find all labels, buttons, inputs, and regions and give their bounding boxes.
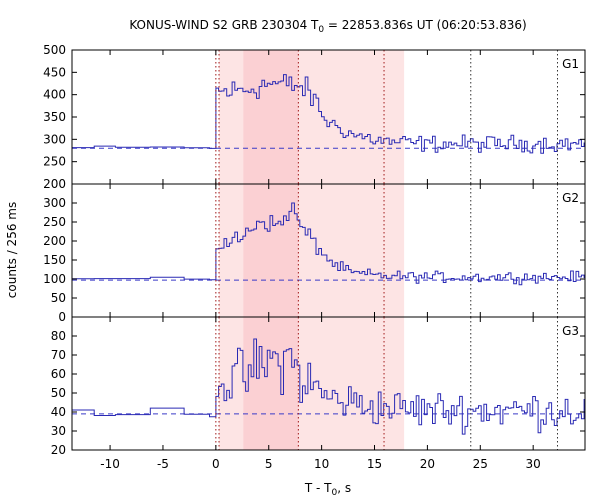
- y-tick-label-G1-5: 500: [43, 43, 66, 57]
- chart-title-subscript: 0: [318, 25, 324, 35]
- shaded-region-G2-1: [243, 184, 299, 317]
- y-tick-label-G2-3: 150: [43, 253, 66, 267]
- shaded-region-G1-1: [243, 50, 299, 184]
- y-tick-label-G1-0: 250: [43, 155, 66, 169]
- chart-title-rest: = 22853.836s UT (06:20:53.836): [324, 18, 527, 32]
- y-tick-label-G1-2: 350: [43, 110, 66, 124]
- y-tick-label-G3-4: 60: [51, 367, 66, 381]
- panel-frame-G3: [71, 316, 586, 451]
- x-tick-label-5: 15: [367, 457, 382, 471]
- shaded-regions: [219, 50, 405, 450]
- x-tick-label-0: -10: [100, 457, 120, 471]
- y-tick-label-G3-6: 80: [51, 329, 66, 343]
- y-tick-label-G1-4: 450: [43, 65, 66, 79]
- y-tick-label-G2-4: 200: [43, 234, 66, 248]
- light-curve-G3: [72, 338, 585, 435]
- y-tick-label-G3-5: 70: [51, 348, 66, 362]
- x-tick-label-2: 0: [212, 457, 220, 471]
- light-curve-G2: [72, 202, 585, 286]
- panel-label-G3: G3: [562, 324, 579, 338]
- x-tick-label-3: 5: [265, 457, 273, 471]
- light-curve-G1: [72, 74, 585, 154]
- y-tick-label-G2-2: 100: [43, 272, 66, 286]
- y-tick-label-G2-5: 250: [43, 215, 66, 229]
- x-axis-label-rest: , s: [337, 481, 351, 495]
- y-tick-label-G3-2: 40: [51, 405, 66, 419]
- y-tick-label-G2-6: 300: [43, 196, 66, 210]
- panel-label-G1: G1: [562, 57, 579, 71]
- y-tick-label-G3-0: 20: [51, 443, 66, 457]
- tick-marks: [72, 49, 585, 451]
- y-axis-label: counts / 256 ms: [5, 202, 19, 298]
- x-tick-label-8: 30: [526, 457, 541, 471]
- y-tick-label-G1-3: 400: [43, 88, 66, 102]
- y-tick-label-G3-1: 30: [51, 424, 66, 438]
- tick-labels: 250300350400450500200G105010015020025030…: [43, 43, 579, 471]
- light-curves: [72, 74, 585, 435]
- x-axis-label-subscript: 0: [332, 488, 338, 498]
- y-tick-label-G3-3: 50: [51, 386, 66, 400]
- chart-title: KONUS-WIND S2 GRB 230304 T0 = 22853.836s…: [129, 18, 526, 35]
- x-tick-label-6: 20: [420, 457, 435, 471]
- panel-label-G2: G2: [562, 191, 579, 205]
- x-tick-label-7: 25: [473, 457, 488, 471]
- y-tick-label-G1-min: 200: [43, 177, 66, 191]
- x-tick-label-1: -5: [157, 457, 169, 471]
- shaded-region-G3-1: [243, 317, 299, 450]
- x-axis-label: T - T0, s: [304, 481, 351, 498]
- y-tick-label-G2-0: 0: [58, 310, 66, 324]
- y-tick-label-G1-1: 300: [43, 132, 66, 146]
- y-tick-label-G2-1: 50: [51, 291, 66, 305]
- x-tick-label-4: 10: [314, 457, 329, 471]
